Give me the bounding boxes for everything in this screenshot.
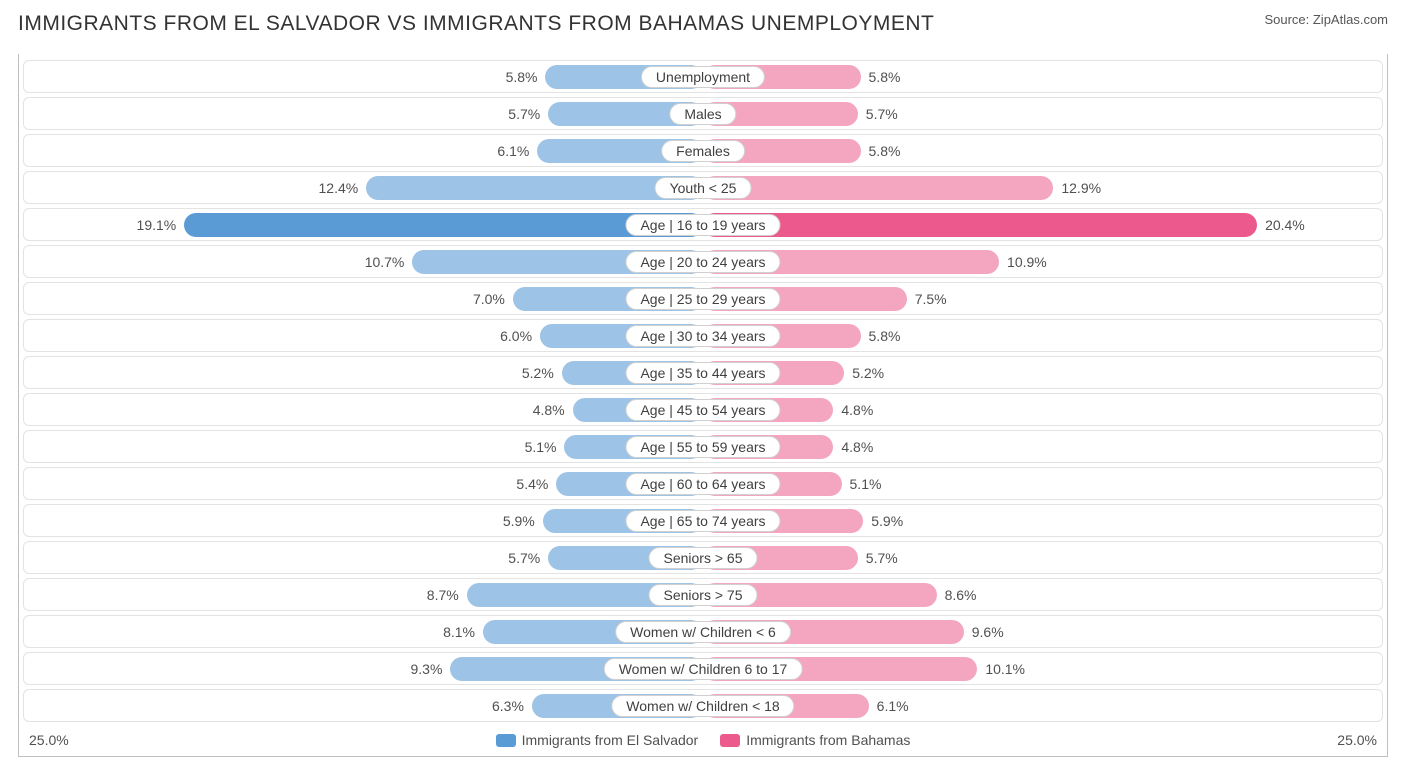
value-label-bahamas: 8.6% xyxy=(945,587,977,603)
category-label: Age | 25 to 29 years xyxy=(625,288,780,310)
legend-label-bahamas: Immigrants from Bahamas xyxy=(746,732,910,748)
value-label-bahamas: 5.9% xyxy=(871,513,903,529)
value-label-el-salvador: 5.2% xyxy=(522,365,554,381)
chart-row: 10.7% 10.9% Age | 20 to 24 years xyxy=(23,245,1383,278)
value-label-el-salvador: 19.1% xyxy=(137,217,177,233)
value-label-bahamas: 4.8% xyxy=(841,402,873,418)
chart-row: 5.9% 5.9% Age | 65 to 74 years xyxy=(23,504,1383,537)
axis-row: 25.0% Immigrants from El Salvador Immigr… xyxy=(19,726,1387,756)
value-label-el-salvador: 4.8% xyxy=(533,402,565,418)
category-label: Age | 16 to 19 years xyxy=(625,214,780,236)
category-label: Women w/ Children < 18 xyxy=(611,695,794,717)
axis-max-left: 25.0% xyxy=(29,732,69,748)
value-label-el-salvador: 10.7% xyxy=(365,254,405,270)
bar-el-salvador xyxy=(366,176,703,200)
axis-max-right: 25.0% xyxy=(1337,732,1377,748)
value-label-bahamas: 5.8% xyxy=(869,69,901,85)
value-label-el-salvador: 6.3% xyxy=(492,698,524,714)
chart-row: 8.7% 8.6% Seniors > 75 xyxy=(23,578,1383,611)
value-label-bahamas: 10.9% xyxy=(1007,254,1047,270)
category-label: Age | 60 to 64 years xyxy=(625,473,780,495)
value-label-bahamas: 5.2% xyxy=(852,365,884,381)
legend-item-bahamas: Immigrants from Bahamas xyxy=(720,732,910,748)
value-label-el-salvador: 5.7% xyxy=(508,550,540,566)
value-label-bahamas: 7.5% xyxy=(915,291,947,307)
rows-container: 5.8% 5.8% Unemployment 5.7% 5.7% Males 6.1% 5.8… xyxy=(19,60,1387,722)
chart-row: 12.4% 12.9% Youth < 25 xyxy=(23,171,1383,204)
chart-row: 5.7% 5.7% Seniors > 65 xyxy=(23,541,1383,574)
value-label-bahamas: 5.7% xyxy=(866,106,898,122)
chart-row: 6.1% 5.8% Females xyxy=(23,134,1383,167)
chart-frame: 5.8% 5.8% Unemployment 5.7% 5.7% Males 6.1% 5.8… xyxy=(18,54,1388,757)
legend: Immigrants from El Salvador Immigrants f… xyxy=(496,732,911,748)
value-label-el-salvador: 8.7% xyxy=(427,587,459,603)
category-label: Unemployment xyxy=(641,66,765,88)
legend-swatch-el-salvador xyxy=(496,734,516,747)
value-label-el-salvador: 9.3% xyxy=(411,661,443,677)
value-label-bahamas: 5.1% xyxy=(850,476,882,492)
category-label: Age | 45 to 54 years xyxy=(625,399,780,421)
category-label: Seniors > 65 xyxy=(649,547,758,569)
category-label: Age | 65 to 74 years xyxy=(625,510,780,532)
value-label-bahamas: 9.6% xyxy=(972,624,1004,640)
category-label: Age | 30 to 34 years xyxy=(625,325,780,347)
chart-row: 9.3% 10.1% Women w/ Children 6 to 17 xyxy=(23,652,1383,685)
category-label: Women w/ Children < 6 xyxy=(615,621,791,643)
value-label-bahamas: 5.8% xyxy=(869,143,901,159)
category-label: Seniors > 75 xyxy=(649,584,758,606)
legend-item-el-salvador: Immigrants from El Salvador xyxy=(496,732,699,748)
chart-row: 5.2% 5.2% Age | 35 to 44 years xyxy=(23,356,1383,389)
value-label-el-salvador: 5.4% xyxy=(516,476,548,492)
chart-row: 5.7% 5.7% Males xyxy=(23,97,1383,130)
value-label-el-salvador: 6.1% xyxy=(497,143,529,159)
value-label-bahamas: 20.4% xyxy=(1265,217,1305,233)
value-label-el-salvador: 5.7% xyxy=(508,106,540,122)
category-label: Age | 35 to 44 years xyxy=(625,362,780,384)
value-label-el-salvador: 7.0% xyxy=(473,291,505,307)
chart-row: 7.0% 7.5% Age | 25 to 29 years xyxy=(23,282,1383,315)
category-label: Males xyxy=(669,103,736,125)
chart-row: 19.1% 20.4% Age | 16 to 19 years xyxy=(23,208,1383,241)
value-label-bahamas: 6.1% xyxy=(877,698,909,714)
category-label: Females xyxy=(661,140,745,162)
category-label: Women w/ Children 6 to 17 xyxy=(604,658,803,680)
value-label-el-salvador: 6.0% xyxy=(500,328,532,344)
legend-label-el-salvador: Immigrants from El Salvador xyxy=(522,732,699,748)
category-label: Youth < 25 xyxy=(655,177,752,199)
value-label-el-salvador: 5.8% xyxy=(506,69,538,85)
source-attribution: Source: ZipAtlas.com xyxy=(1264,12,1388,27)
value-label-el-salvador: 8.1% xyxy=(443,624,475,640)
chart-row: 8.1% 9.6% Women w/ Children < 6 xyxy=(23,615,1383,648)
chart-row: 5.1% 4.8% Age | 55 to 59 years xyxy=(23,430,1383,463)
chart-row: 5.8% 5.8% Unemployment xyxy=(23,60,1383,93)
value-label-el-salvador: 5.9% xyxy=(503,513,535,529)
value-label-bahamas: 12.9% xyxy=(1061,180,1101,196)
header: IMMIGRANTS FROM EL SALVADOR VS IMMIGRANT… xyxy=(18,12,1388,36)
value-label-bahamas: 4.8% xyxy=(841,439,873,455)
chart-row: 4.8% 4.8% Age | 45 to 54 years xyxy=(23,393,1383,426)
value-label-el-salvador: 5.1% xyxy=(525,439,557,455)
chart-row: 5.4% 5.1% Age | 60 to 64 years xyxy=(23,467,1383,500)
chart-row: 6.0% 5.8% Age | 30 to 34 years xyxy=(23,319,1383,352)
bar-bahamas xyxy=(703,176,1053,200)
category-label: Age | 55 to 59 years xyxy=(625,436,780,458)
chart-title: IMMIGRANTS FROM EL SALVADOR VS IMMIGRANT… xyxy=(18,12,934,36)
value-label-bahamas: 5.7% xyxy=(866,550,898,566)
value-label-el-salvador: 12.4% xyxy=(319,180,359,196)
category-label: Age | 20 to 24 years xyxy=(625,251,780,273)
value-label-bahamas: 5.8% xyxy=(869,328,901,344)
bar-bahamas xyxy=(703,213,1257,237)
legend-swatch-bahamas xyxy=(720,734,740,747)
chart-row: 6.3% 6.1% Women w/ Children < 18 xyxy=(23,689,1383,722)
value-label-bahamas: 10.1% xyxy=(985,661,1025,677)
